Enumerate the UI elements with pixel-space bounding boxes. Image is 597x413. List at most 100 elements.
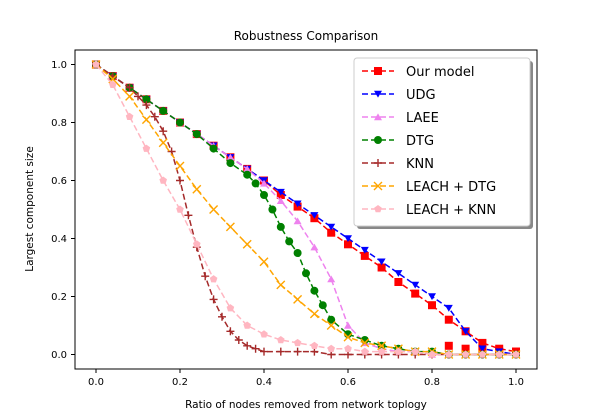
data-point bbox=[377, 347, 386, 355]
data-point bbox=[260, 347, 268, 356]
series-leach-knn bbox=[92, 60, 520, 358]
data-point bbox=[327, 228, 336, 237]
legend-label: DTG bbox=[406, 134, 434, 149]
x-tick-label: 1.0 bbox=[508, 377, 524, 388]
data-point bbox=[259, 257, 269, 267]
data-point bbox=[394, 278, 403, 286]
y-tick-label: 0.8 bbox=[51, 118, 67, 129]
data-point bbox=[276, 197, 285, 204]
data-point bbox=[242, 239, 252, 249]
data-point bbox=[445, 350, 453, 358]
data-point bbox=[411, 347, 419, 355]
data-point bbox=[260, 179, 268, 187]
legend-entry: LEACH + KNN bbox=[362, 203, 496, 218]
x-tick-label: 0.2 bbox=[172, 377, 188, 388]
data-point bbox=[461, 350, 470, 358]
y-tick-label: 1.0 bbox=[51, 60, 67, 71]
data-point bbox=[293, 217, 302, 225]
data-point bbox=[343, 332, 353, 342]
data-point bbox=[159, 176, 167, 184]
data-point bbox=[251, 344, 260, 353]
axes-frame bbox=[74, 49, 538, 370]
data-point bbox=[176, 118, 184, 127]
legend-label: UDG bbox=[406, 88, 436, 103]
data-point bbox=[293, 249, 302, 257]
data-point bbox=[377, 258, 386, 266]
chart-title: Robustness Comparison bbox=[234, 29, 378, 43]
data-point bbox=[377, 263, 386, 272]
data-point bbox=[344, 240, 352, 249]
legend-entry: UDG bbox=[362, 88, 436, 103]
data-point bbox=[361, 347, 369, 355]
data-point bbox=[201, 272, 210, 281]
data-point bbox=[360, 338, 370, 348]
data-point bbox=[411, 281, 420, 289]
data-point bbox=[142, 101, 151, 110]
data-point bbox=[260, 330, 268, 338]
data-point bbox=[310, 212, 319, 219]
data-point bbox=[318, 301, 327, 310]
data-point bbox=[327, 223, 336, 231]
data-point bbox=[327, 344, 335, 352]
data-point bbox=[277, 336, 285, 344]
data-point bbox=[344, 235, 352, 243]
data-point bbox=[243, 165, 252, 173]
legend-label: KNN bbox=[406, 157, 434, 172]
data-point bbox=[125, 83, 134, 92]
data-point bbox=[109, 80, 117, 89]
data-point bbox=[512, 350, 520, 358]
data-point bbox=[243, 341, 252, 350]
data-point bbox=[478, 345, 487, 353]
data-point bbox=[159, 127, 168, 136]
data-point bbox=[428, 350, 436, 358]
data-point bbox=[125, 112, 134, 120]
legend-entry: LEACH + DTG bbox=[362, 180, 496, 195]
x-tick-label: 0.4 bbox=[256, 377, 272, 388]
data-point bbox=[234, 336, 243, 344]
data-point bbox=[192, 130, 201, 139]
legend-box bbox=[353, 57, 531, 227]
data-point bbox=[293, 347, 302, 356]
legend-entry: LAEE bbox=[362, 111, 439, 126]
data-point bbox=[495, 350, 503, 358]
data-point bbox=[142, 144, 151, 152]
data-point bbox=[461, 344, 470, 353]
data-point bbox=[276, 347, 285, 356]
data-point bbox=[444, 315, 453, 324]
data-point bbox=[461, 328, 470, 335]
legend-marker bbox=[374, 159, 382, 167]
x-tick-label: 0.8 bbox=[424, 377, 440, 388]
data-point bbox=[293, 294, 303, 304]
data-point bbox=[411, 289, 420, 298]
data-point bbox=[276, 280, 286, 290]
legend-label: LEACH + KNN bbox=[406, 203, 496, 218]
legend-entry: KNN bbox=[362, 157, 434, 172]
data-point bbox=[159, 106, 168, 115]
data-point bbox=[360, 246, 369, 254]
data-point bbox=[176, 176, 184, 185]
data-point bbox=[276, 222, 285, 231]
data-point bbox=[176, 205, 184, 213]
y-tick-label: 0.2 bbox=[51, 292, 67, 303]
data-point bbox=[209, 295, 218, 304]
data-point bbox=[158, 138, 168, 148]
data-point bbox=[276, 188, 285, 196]
data-point bbox=[428, 301, 436, 310]
legend-label: LEACH + DTG bbox=[406, 180, 496, 195]
y-axis: 0.0 0.2 0.4 0.6 0.8 1.0 bbox=[51, 60, 75, 361]
data-point bbox=[310, 341, 319, 350]
data-point bbox=[134, 92, 142, 101]
series-line bbox=[95, 63, 516, 356]
x-axis: 0.0 0.2 0.4 0.6 0.8 1.0 bbox=[88, 369, 524, 388]
data-point bbox=[394, 347, 403, 355]
legend-marker bbox=[373, 181, 383, 191]
data-point bbox=[192, 184, 202, 194]
data-point bbox=[293, 200, 302, 208]
data-point bbox=[226, 304, 235, 312]
data-point bbox=[92, 60, 100, 68]
data-point bbox=[293, 338, 302, 347]
data-point bbox=[226, 153, 235, 161]
data-point bbox=[142, 95, 151, 104]
x-axis-label: Ratio of nodes removed from network topl… bbox=[185, 399, 427, 411]
